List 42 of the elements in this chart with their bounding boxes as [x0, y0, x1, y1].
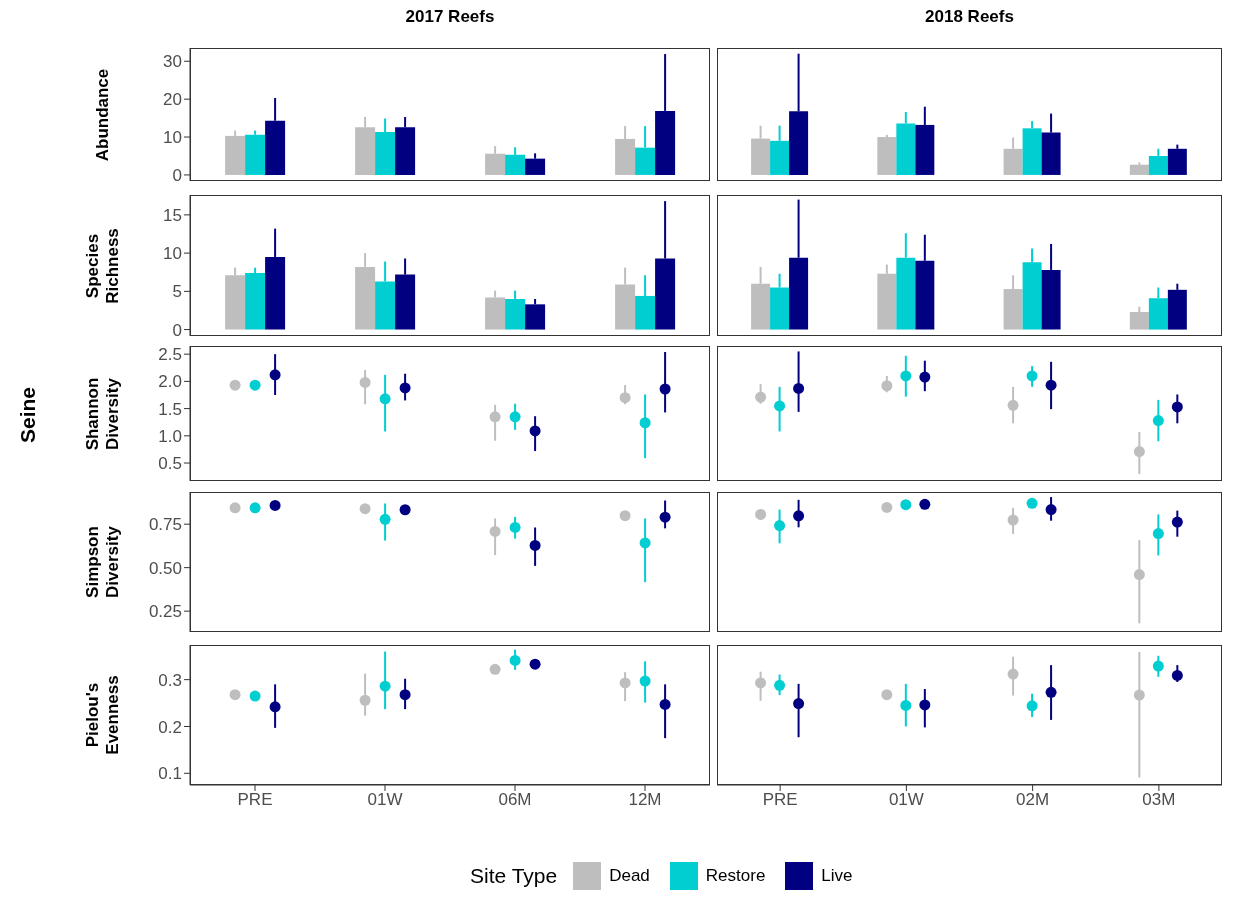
legend-title: Site Type — [470, 864, 558, 888]
y-axis-title: Simpson Diversity — [83, 526, 123, 598]
x-tick-label: 01W — [888, 790, 924, 810]
y-tick-label: 0.75 — [148, 515, 182, 535]
y-tick-label: 1.5 — [158, 399, 182, 419]
bar — [245, 272, 266, 330]
x-tick-label: 03M — [1142, 790, 1176, 810]
y-tick-label: 20 — [163, 90, 182, 110]
x-tick-label: 02M — [1016, 790, 1050, 810]
y-axis-title: Species Richness — [83, 227, 123, 304]
legend-label: Live — [821, 866, 853, 886]
y-tick-label: 0.50 — [148, 558, 182, 578]
y-tick-label: 10 — [163, 244, 182, 264]
text: 2018 Reefs — [924, 7, 1015, 27]
y-tick-label: 0.2 — [158, 717, 182, 737]
y-axis-title: Abundance — [93, 68, 113, 161]
y-tick-label: 10 — [163, 128, 182, 148]
y-tick-label: 2.0 — [158, 372, 182, 392]
y-tick-label: 0 — [172, 320, 182, 340]
y-tick-label: 15 — [163, 205, 182, 225]
legend-label: Restore — [705, 866, 766, 886]
y-tick-label: 0 — [172, 165, 182, 185]
y-tick-label: 30 — [163, 52, 182, 72]
bar — [245, 134, 266, 175]
text: 2017 Reefs — [404, 7, 496, 27]
x-tick-label: PRE — [237, 790, 273, 810]
x-tick-label: 06M — [498, 790, 532, 810]
legend-label: Dead — [609, 866, 650, 886]
bar — [225, 135, 246, 175]
y-tick-label: 2.5 — [158, 345, 182, 365]
y-axis-title: Shannon Diversity — [83, 377, 123, 450]
y-tick-label: 1.0 — [158, 426, 182, 446]
y-axis-title: Pielou's Evenness — [83, 675, 123, 755]
y-tick-label: 0.25 — [148, 602, 182, 622]
text: Seine — [15, 386, 40, 445]
y-tick-label: 0.5 — [158, 454, 182, 474]
x-tick-label: PRE — [762, 790, 798, 810]
y-tick-label: 5 — [172, 282, 182, 302]
x-tick-label: 12M — [628, 790, 662, 810]
x-tick-label: 01W — [367, 790, 403, 810]
y-tick-label: 0.1 — [158, 764, 182, 784]
y-tick-label: 0.3 — [158, 670, 182, 690]
